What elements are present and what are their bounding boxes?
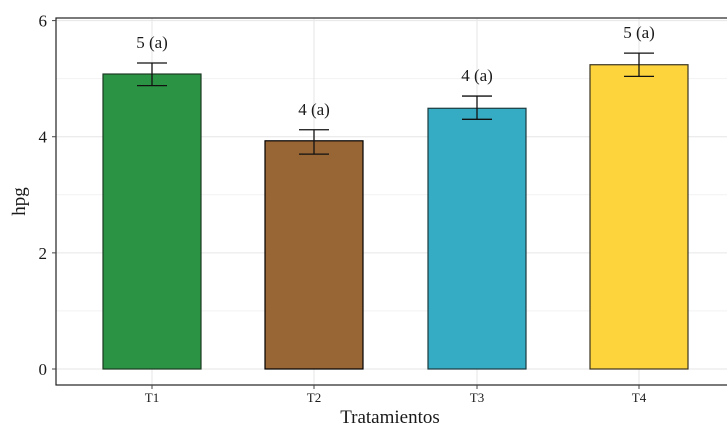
bar-t4 <box>589 64 689 370</box>
y-axis: 0 2 4 6 <box>39 12 56 379</box>
y-axis-title: hpg <box>9 187 30 216</box>
x-tick-label-t2: T2 <box>307 390 321 405</box>
x-tick-label-t1: T1 <box>145 390 159 405</box>
error-bar-t1 <box>137 62 167 87</box>
x-axis-title: Tratamientos <box>340 407 440 427</box>
data-labels-group: 5 (a) 4 (a) 4 (a) 5 (a) <box>136 23 655 119</box>
error-bars-group <box>137 52 654 155</box>
bar-t1 <box>102 73 202 370</box>
y-tick-label: 0 <box>39 360 48 379</box>
error-bar-t2 <box>299 129 329 155</box>
error-bar-t4 <box>624 52 654 77</box>
x-tick-label-t4: T4 <box>632 390 647 405</box>
bar-t2 <box>264 140 364 370</box>
x-axis: T1 T2 T3 T4 <box>145 385 647 405</box>
y-tick-label: 2 <box>39 244 48 263</box>
bars-group <box>102 64 689 370</box>
data-label-t1: 5 (a) <box>136 33 168 52</box>
y-tick-label: 4 <box>39 128 48 147</box>
data-label-t3: 4 (a) <box>461 66 493 85</box>
x-tick-label-t3: T3 <box>470 390 484 405</box>
data-label-t2: 4 (a) <box>298 100 330 119</box>
y-tick-label: 6 <box>39 12 48 31</box>
plot-panel-border <box>55 17 727 386</box>
bar-t3 <box>427 107 527 370</box>
data-label-t4: 5 (a) <box>623 23 655 42</box>
error-bar-t3 <box>462 95 492 120</box>
